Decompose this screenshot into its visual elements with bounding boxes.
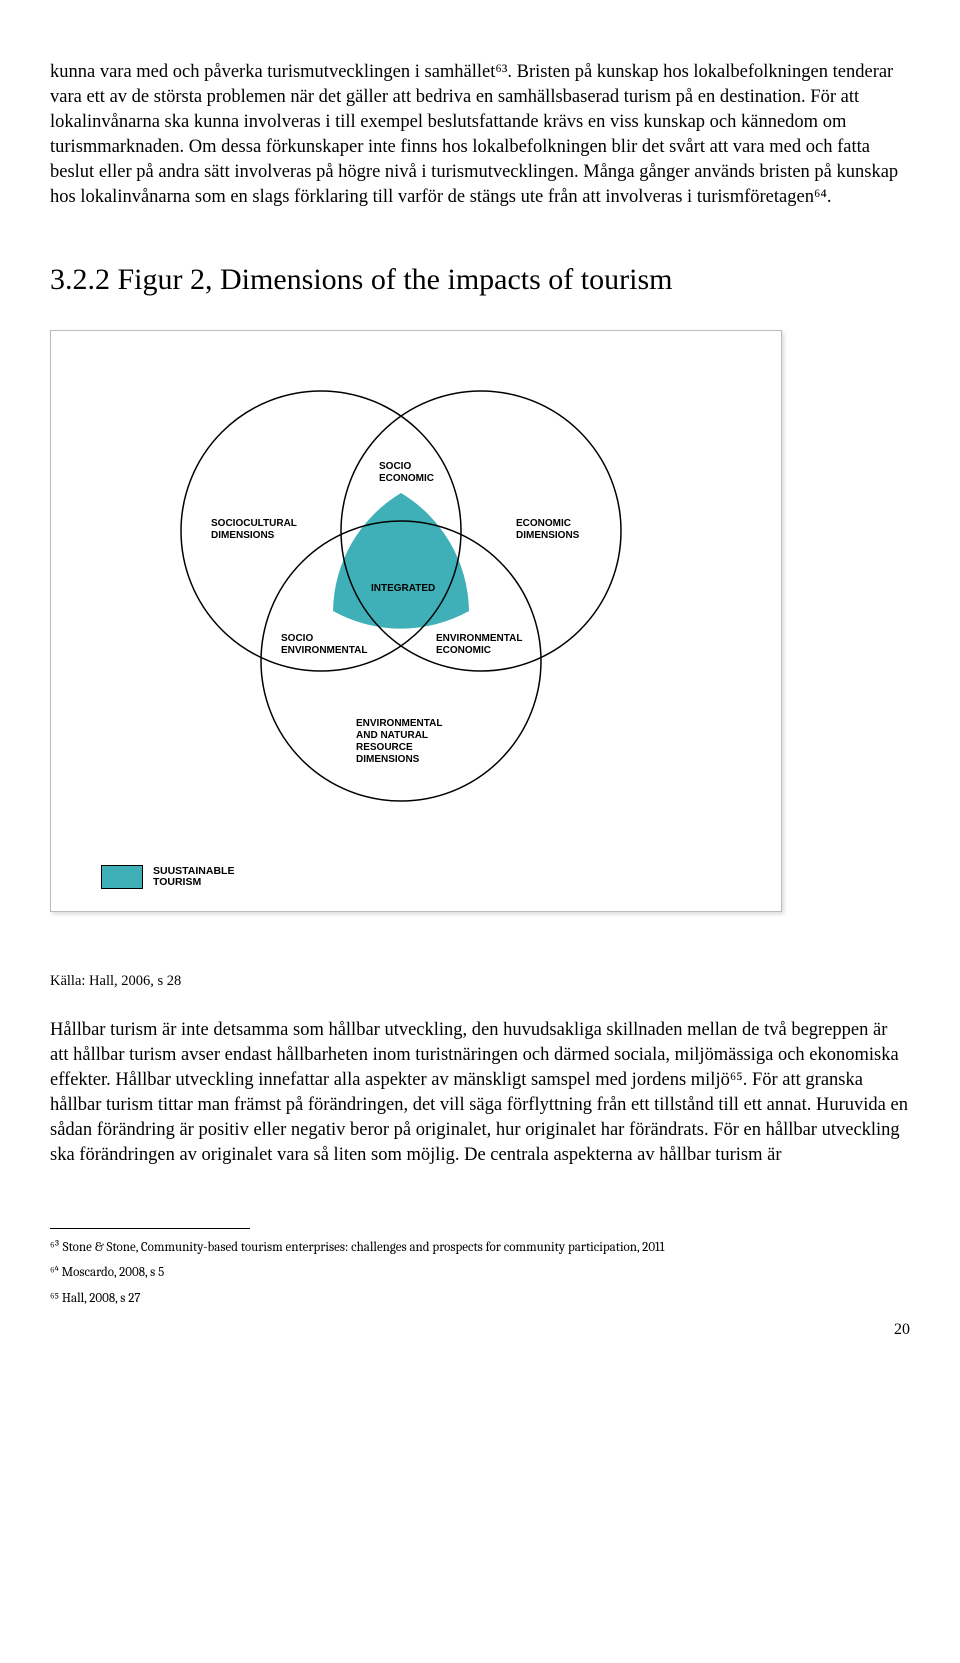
paragraph-1: kunna vara med och påverka turismutveckl…	[50, 60, 910, 210]
footnote-65: ⁶⁵ Hall, 2008, s 27	[50, 1290, 910, 1308]
venn-legend: SUUSTAINABLETOURISM	[101, 865, 234, 889]
svg-text:ENVIRONMENTAL: ENVIRONMENTAL	[281, 645, 367, 656]
figure-source: Källa: Hall, 2006, s 28	[50, 972, 910, 992]
svg-text:DIMENSIONS: DIMENSIONS	[356, 754, 420, 765]
footnote-63: ⁶³ Stone & Stone, Community-based touris…	[50, 1239, 910, 1257]
svg-text:DIMENSIONS: DIMENSIONS	[516, 530, 580, 541]
venn-diagram: SOCIOCULTURALDIMENSIONSECONOMICDIMENSION…	[111, 351, 711, 871]
svg-text:ENVIRONMENTAL: ENVIRONMENTAL	[356, 718, 442, 729]
svg-text:ECONOMIC: ECONOMIC	[516, 518, 571, 529]
page-number: 20	[50, 1319, 910, 1341]
footnote-64: ⁶⁴ Moscardo, 2008, s 5	[50, 1264, 910, 1282]
venn-figure: SOCIOCULTURALDIMENSIONSECONOMICDIMENSION…	[50, 330, 782, 912]
svg-text:AND NATURAL: AND NATURAL	[356, 730, 428, 741]
figure-heading: 3.2.2 Figur 2, Dimensions of the impacts…	[50, 260, 910, 301]
svg-text:ECONOMIC: ECONOMIC	[436, 645, 491, 656]
footnote-separator	[50, 1228, 250, 1229]
svg-text:DIMENSIONS: DIMENSIONS	[211, 530, 275, 541]
svg-text:RESOURCE: RESOURCE	[356, 742, 413, 753]
legend-label: SUUSTAINABLETOURISM	[153, 866, 234, 889]
svg-text:ECONOMIC: ECONOMIC	[379, 473, 434, 484]
legend-swatch	[101, 865, 143, 889]
svg-text:ENVIRONMENTAL: ENVIRONMENTAL	[436, 633, 522, 644]
svg-text:SOCIO: SOCIO	[379, 461, 411, 472]
svg-text:SOCIO: SOCIO	[281, 633, 313, 644]
svg-text:INTEGRATED: INTEGRATED	[371, 583, 435, 594]
svg-text:SOCIOCULTURAL: SOCIOCULTURAL	[211, 518, 297, 529]
paragraph-2: Hållbar turism är inte detsamma som håll…	[50, 1018, 910, 1168]
